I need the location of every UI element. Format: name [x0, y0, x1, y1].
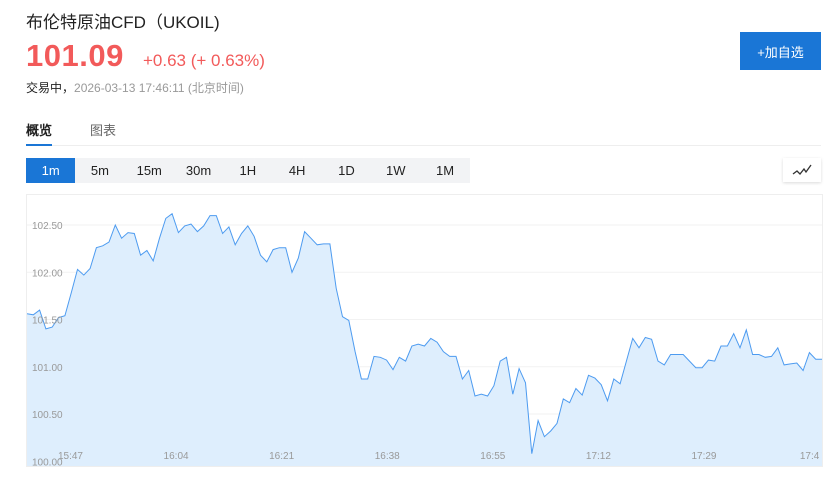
y-tick-label: 101.50 [32, 316, 63, 327]
x-tick-label: 16:04 [164, 451, 189, 462]
price-chart[interactable]: 100.00 100.50 101.00 101.50 102.00 102.50 15:4… [26, 194, 823, 468]
y-tick-label: 102.50 [32, 221, 63, 232]
status-text: 交易中， [26, 81, 75, 95]
price-line [26, 212, 822, 454]
timeframe-1D[interactable]: 1D [338, 163, 355, 178]
x-tick-label: 16:21 [269, 451, 294, 462]
y-tick-label: 101.00 [32, 363, 63, 374]
timeframe-4H[interactable]: 4H [288, 163, 306, 178]
timeframe-1m[interactable]: 1m [26, 158, 76, 183]
y-tick-label: 102.00 [32, 268, 63, 279]
y-tick-label: 100.50 [32, 410, 63, 421]
timeframe-15m[interactable]: 15m [136, 163, 162, 178]
x-tick-label: 15:47 [58, 451, 83, 462]
price-change: +0.63 (+ 0.63%) [143, 51, 265, 70]
x-tick-label: 16:55 [480, 451, 505, 462]
x-tick-label: 17:12 [586, 451, 611, 462]
y-tick-label: 100.00 [32, 457, 63, 466]
price-area [27, 213, 822, 466]
timestamp: 2026-03-13 17:46:11 (北京时间) [74, 81, 244, 95]
timeframe-1H[interactable]: 1H [239, 163, 257, 178]
current-price: 101.09 [26, 38, 124, 73]
price-chart-svg: 100.00 100.50 101.00 101.50 102.00 102.50 15:4… [26, 212, 822, 468]
tab-chart[interactable]: 图表 [90, 123, 117, 138]
line-chart-icon [792, 164, 812, 175]
instrument-title: 布伦特原油CFD（UKOIL) [26, 13, 220, 32]
timeframe-5m[interactable]: 5m [90, 163, 109, 178]
timeframe-30m[interactable]: 30m [185, 163, 212, 178]
chart-type-button[interactable] [783, 158, 821, 182]
trading-status: 交易中，2026-03-13 17:46:11 (北京时间) [26, 79, 244, 96]
x-tick-label: 17:29 [691, 451, 716, 462]
timeframe-1M[interactable]: 1M [435, 163, 455, 178]
tab-bar: 概览 图表 [26, 118, 821, 146]
x-tick-label: 17:4 [800, 451, 820, 462]
tab-overview[interactable]: 概览 [26, 120, 53, 146]
timeframe-1W[interactable]: 1W [385, 163, 406, 178]
x-tick-label: 16:38 [375, 451, 400, 462]
add-watchlist-button[interactable]: +加自选 [740, 32, 821, 70]
timeframe-selector: 1m 5m 15m 30m 1H 4H 1D 1W 1M [26, 158, 470, 183]
